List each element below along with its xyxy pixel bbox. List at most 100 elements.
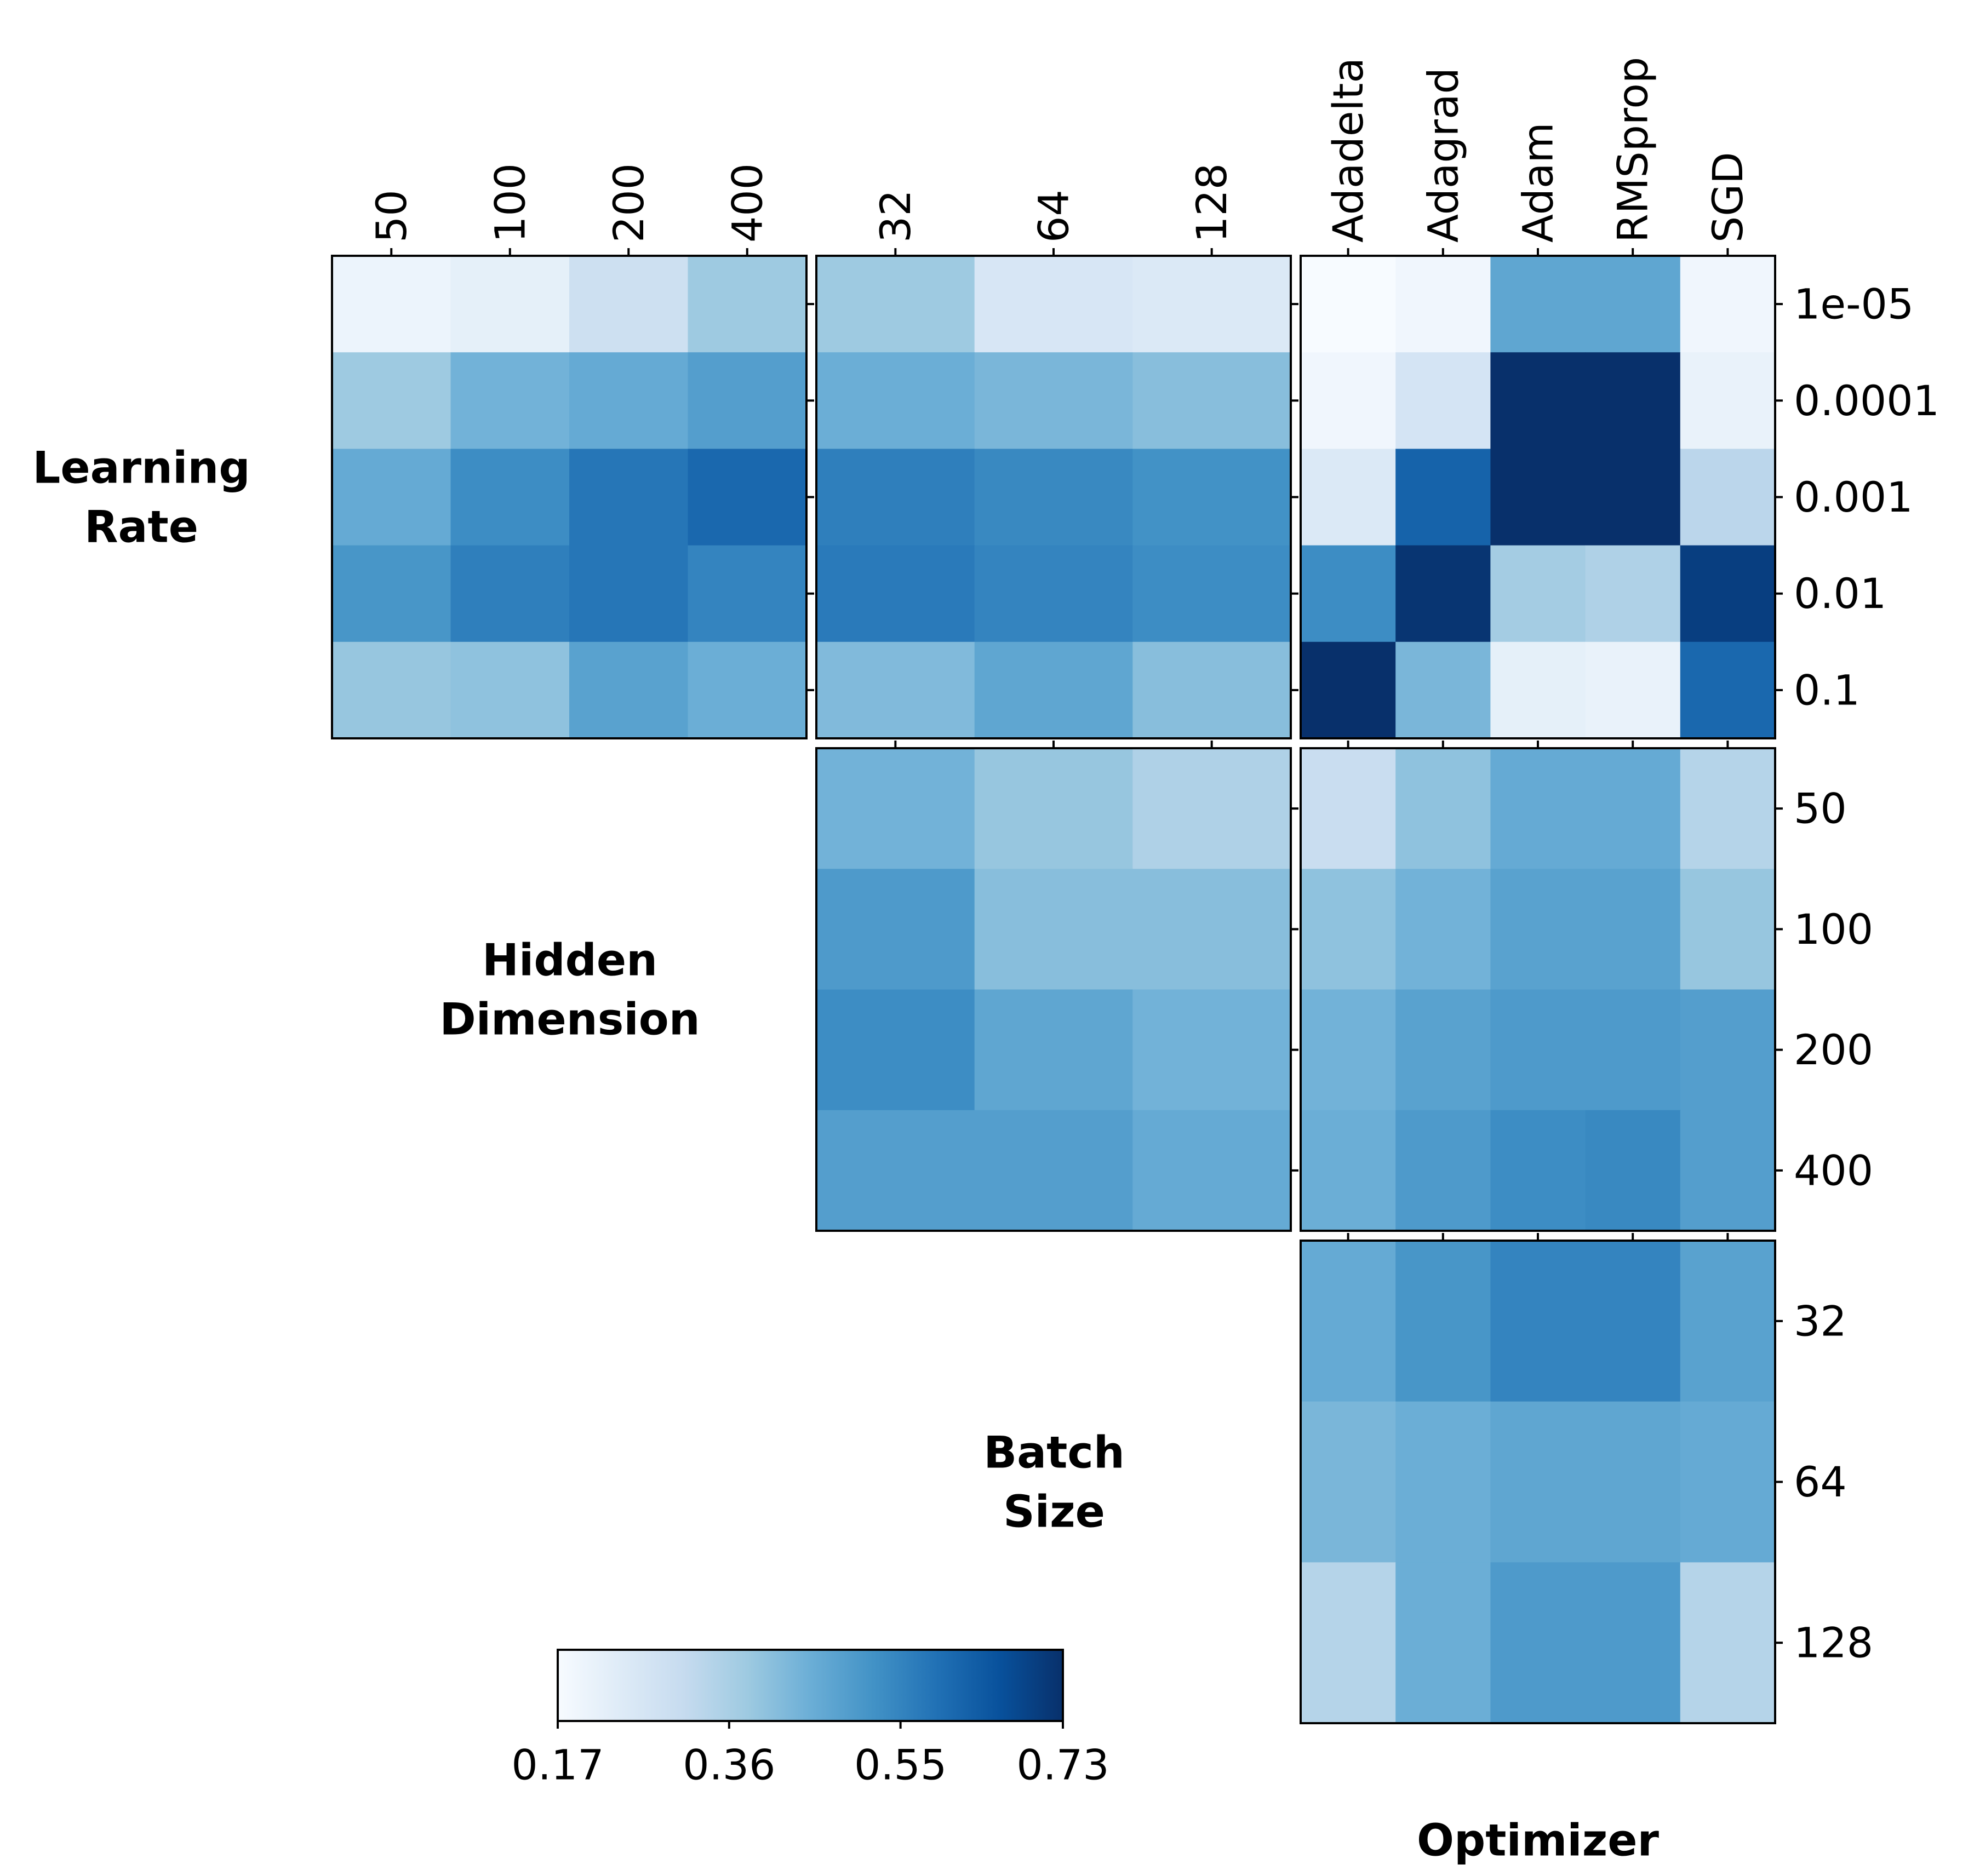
heatmap-cell (1301, 869, 1396, 990)
heatmap-cell (1585, 545, 1681, 642)
heatmap-cell (1395, 1401, 1491, 1563)
heatmap-cell (974, 869, 1133, 990)
heatmap-cell (974, 1110, 1133, 1231)
heatmap-cell (1132, 989, 1291, 1111)
panel-bs-opt (1300, 1233, 1783, 1724)
heatmap-cell (974, 545, 1133, 642)
heatmap-cell (450, 641, 570, 739)
group-label-bs: Batch Size (983, 1427, 1125, 1537)
heatmap-cell (816, 989, 975, 1111)
heatmap-cell (1301, 1241, 1396, 1402)
heatmap-cell (1680, 641, 1776, 739)
y-tick-label: 64 (1794, 1458, 1847, 1506)
x-tick-label: 200 (604, 163, 653, 243)
colorbar-tick-label: 0.36 (683, 1741, 775, 1789)
heatmap-cell (1301, 989, 1396, 1111)
y-tick-label: 128 (1794, 1619, 1873, 1667)
heatmap-cell (1585, 869, 1681, 990)
heatmap-cell (974, 352, 1133, 449)
group-label-hd: Hidden Dimension (439, 934, 700, 1045)
x-tick-label: 50 (367, 190, 416, 243)
y-tick-label: 200 (1794, 1025, 1873, 1074)
heatmap-cell (450, 256, 570, 353)
heatmap-cell (688, 641, 807, 739)
heatmap-cell (1132, 641, 1291, 739)
heatmap-cell (332, 641, 451, 739)
heatmap-cell (1680, 352, 1776, 449)
heatmap-cell (974, 449, 1133, 546)
heatmap-cell (1680, 449, 1776, 546)
heatmap-cell (1395, 1241, 1491, 1402)
heatmap-cell (1301, 1110, 1396, 1231)
heatmap-cell (1490, 641, 1586, 739)
colorbar-tick-label: 0.17 (511, 1741, 604, 1789)
heatmap-cell (569, 256, 689, 353)
heatmap-cell (1132, 449, 1291, 546)
heatmap-cell (1585, 352, 1681, 449)
colorbar-tick-label: 0.73 (1016, 1741, 1109, 1789)
heatmap-cell (1680, 1562, 1776, 1724)
heatmap-cell (1301, 1401, 1396, 1563)
y-tick-label: 0.0001 (1794, 376, 1939, 425)
heatmap-cell (332, 256, 451, 353)
heatmap-cell (816, 449, 975, 546)
heatmap-cell (1680, 989, 1776, 1111)
x-tick-label: 128 (1187, 163, 1236, 243)
heatmap-cell (1680, 1241, 1776, 1402)
heatmap-cell (332, 545, 451, 642)
heatmap-cell (1301, 545, 1396, 642)
heatmap-cell (1395, 256, 1491, 353)
colorbar-tick-label: 0.55 (854, 1741, 947, 1789)
heatmap-cell (1132, 352, 1291, 449)
x-tick-label: 64 (1029, 190, 1078, 243)
y-tick-label: 1e-05 (1794, 280, 1914, 329)
heatmap-cell (1585, 449, 1681, 546)
group-label-lr: Learning Rate (32, 442, 250, 552)
heatmap-cell (1395, 545, 1491, 642)
heatmap-cell (1680, 869, 1776, 990)
heatmap-cell (1490, 1401, 1586, 1563)
y-tick-label: 0.1 (1794, 666, 1860, 714)
heatmap-cell (569, 449, 689, 546)
heatmap-cell (1490, 1110, 1586, 1231)
heatmap-cell (1680, 256, 1776, 353)
y-tick-label: 0.001 (1794, 473, 1913, 521)
heatmap-cell (1490, 1241, 1586, 1402)
x-tick-label: Adadelta (1324, 58, 1372, 243)
colorbar: 0.17 0.36 0.55 0.73 (511, 1649, 1109, 1789)
heatmap-cell (1395, 641, 1491, 739)
heatmap-cell (1585, 748, 1681, 869)
heatmap-cell (1585, 1562, 1681, 1724)
heatmap-cell (1490, 449, 1586, 546)
colorbar-frame (557, 1649, 1064, 1722)
heatmap-cell (1585, 1110, 1681, 1231)
heatmap-cell (1585, 1401, 1681, 1563)
heatmap-cell (816, 1110, 975, 1231)
heatmap-cell (1301, 1562, 1396, 1724)
panel-lr-bs (815, 248, 1298, 739)
x-tick-label: SGD (1703, 152, 1752, 243)
heatmap-cell (1490, 989, 1586, 1111)
heatmap-cell (816, 256, 975, 353)
heatmap-cell (1585, 256, 1681, 353)
heatmap-cell (688, 256, 807, 353)
heatmap-cell (1395, 869, 1491, 990)
heatmap-cell (1585, 1241, 1681, 1402)
heatmap-cell (688, 352, 807, 449)
y-tick-label: 32 (1794, 1296, 1847, 1345)
heatmap-cell (974, 748, 1133, 869)
heatmap-cell (1490, 545, 1586, 642)
heatmap-cell (332, 449, 451, 546)
y-tick-label: 0.01 (1794, 569, 1886, 618)
group-label-opt: Optimizer (1417, 1815, 1660, 1866)
axis-labels: 50 100 200 400 32 64 128 Adadelta Adagrad Adam RMS… (32, 57, 1939, 1866)
heatmap-cell (816, 545, 975, 642)
heatmap-cell (1680, 748, 1776, 869)
heatmap-cell (1132, 869, 1291, 990)
heatmap-cell (1490, 352, 1586, 449)
heatmap-cell (974, 989, 1133, 1111)
heatmap-cell (569, 545, 689, 642)
heatmap-cell (1301, 748, 1396, 869)
x-tick-label: Adagrad (1418, 67, 1467, 243)
heatmap-cell (1490, 869, 1586, 990)
